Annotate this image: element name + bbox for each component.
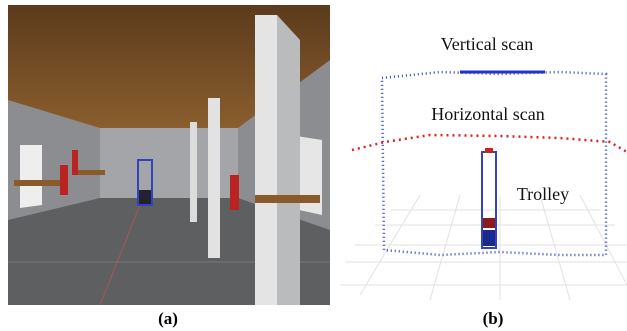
window (20, 145, 42, 208)
table (255, 195, 320, 203)
pillar-side (277, 15, 300, 305)
chair (72, 150, 78, 175)
trolley-points (482, 148, 496, 248)
figure: (a) Vertical scan Horizontal scan Trolle… (0, 0, 627, 331)
scene-image (8, 5, 330, 305)
trolley-part (483, 230, 495, 246)
chair (230, 175, 239, 210)
chair (60, 165, 68, 195)
annotation: Vertical scan (441, 34, 533, 54)
annotation: Horizontal scan (431, 104, 544, 124)
annotation: Trolley (517, 184, 569, 204)
pillar (190, 122, 197, 222)
pillar (208, 98, 220, 258)
panel-label: (b) (483, 309, 504, 328)
pillar (255, 15, 277, 305)
panel-label: (a) (158, 309, 178, 328)
table (14, 180, 64, 186)
trolley-top (485, 148, 493, 153)
grid-line (430, 195, 460, 300)
grid-line (540, 195, 570, 300)
table (75, 170, 105, 175)
trolley-base (139, 190, 151, 204)
grid-line (580, 195, 627, 285)
trolley-part (483, 218, 495, 228)
